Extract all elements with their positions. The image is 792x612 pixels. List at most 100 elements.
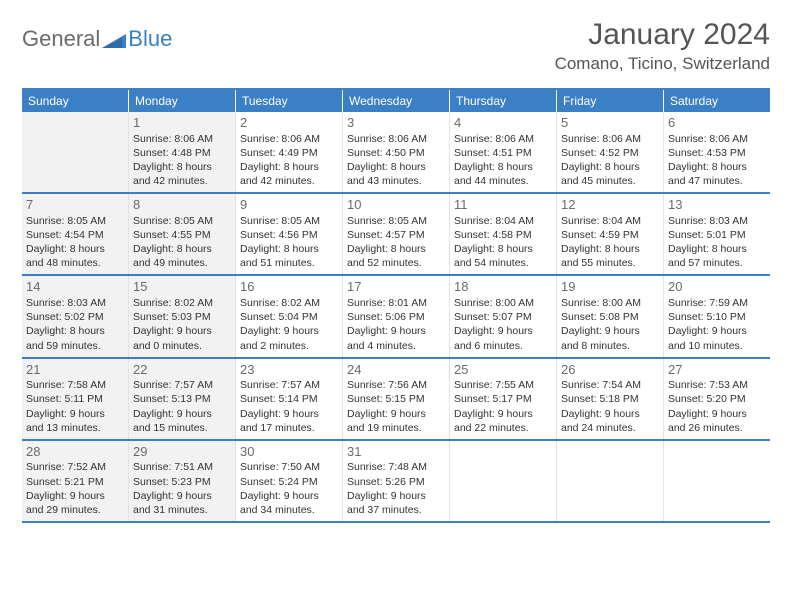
day-daylight1: Daylight: 9 hours: [26, 489, 124, 503]
day-sunrise: Sunrise: 8:04 AM: [454, 214, 552, 228]
day-daylight1: Daylight: 8 hours: [454, 242, 552, 256]
day-sunset: Sunset: 5:11 PM: [26, 392, 124, 406]
day-cell: 24Sunrise: 7:56 AMSunset: 5:15 PMDayligh…: [343, 359, 450, 439]
day-sunrise: Sunrise: 8:06 AM: [347, 132, 445, 146]
day-sunrise: Sunrise: 7:58 AM: [26, 378, 124, 392]
day-daylight1: Daylight: 9 hours: [347, 407, 445, 421]
day-number: 20: [668, 278, 766, 296]
day-sunset: Sunset: 4:48 PM: [133, 146, 231, 160]
day-cell: 4Sunrise: 8:06 AMSunset: 4:51 PMDaylight…: [450, 112, 557, 192]
logo-word2: Blue: [128, 26, 172, 52]
day-daylight1: Daylight: 9 hours: [561, 407, 659, 421]
day-number: 17: [347, 278, 445, 296]
month-title: January 2024: [555, 18, 770, 52]
day-number: 8: [133, 196, 231, 214]
day-cell: 22Sunrise: 7:57 AMSunset: 5:13 PMDayligh…: [129, 359, 236, 439]
calendar-page: General Blue January 2024 Comano, Ticino…: [0, 0, 792, 533]
day-sunset: Sunset: 4:52 PM: [561, 146, 659, 160]
day-daylight1: Daylight: 9 hours: [347, 489, 445, 503]
day-number: 14: [26, 278, 124, 296]
day-sunrise: Sunrise: 7:52 AM: [26, 460, 124, 474]
day-cell: [22, 112, 129, 192]
day-cell: 21Sunrise: 7:58 AMSunset: 5:11 PMDayligh…: [22, 359, 129, 439]
week-row: 14Sunrise: 8:03 AMSunset: 5:02 PMDayligh…: [22, 276, 770, 358]
weekday-header: Thursday: [450, 90, 557, 112]
day-sunrise: Sunrise: 8:00 AM: [454, 296, 552, 310]
day-daylight2: and 51 minutes.: [240, 256, 338, 270]
day-sunset: Sunset: 5:07 PM: [454, 310, 552, 324]
day-number: 13: [668, 196, 766, 214]
calendar-grid: SundayMondayTuesdayWednesdayThursdayFrid…: [22, 88, 770, 523]
day-daylight2: and 26 minutes.: [668, 421, 766, 435]
day-sunrise: Sunrise: 8:00 AM: [561, 296, 659, 310]
day-sunset: Sunset: 4:55 PM: [133, 228, 231, 242]
day-sunrise: Sunrise: 7:56 AM: [347, 378, 445, 392]
day-number: 18: [454, 278, 552, 296]
day-cell: [664, 441, 770, 521]
day-sunrise: Sunrise: 7:50 AM: [240, 460, 338, 474]
day-daylight1: Daylight: 9 hours: [347, 324, 445, 338]
day-daylight1: Daylight: 9 hours: [668, 407, 766, 421]
day-daylight2: and 29 minutes.: [26, 503, 124, 517]
day-number: 30: [240, 443, 338, 461]
day-daylight1: Daylight: 8 hours: [26, 324, 124, 338]
day-number: 29: [133, 443, 231, 461]
day-daylight2: and 4 minutes.: [347, 339, 445, 353]
day-sunrise: Sunrise: 7:48 AM: [347, 460, 445, 474]
day-cell: 6Sunrise: 8:06 AMSunset: 4:53 PMDaylight…: [664, 112, 770, 192]
day-sunrise: Sunrise: 8:02 AM: [240, 296, 338, 310]
day-sunrise: Sunrise: 8:02 AM: [133, 296, 231, 310]
day-daylight2: and 52 minutes.: [347, 256, 445, 270]
day-daylight1: Daylight: 8 hours: [240, 160, 338, 174]
day-daylight2: and 22 minutes.: [454, 421, 552, 435]
day-number: 28: [26, 443, 124, 461]
day-number: 16: [240, 278, 338, 296]
day-daylight2: and 34 minutes.: [240, 503, 338, 517]
day-sunrise: Sunrise: 8:03 AM: [668, 214, 766, 228]
day-sunrise: Sunrise: 7:55 AM: [454, 378, 552, 392]
day-sunset: Sunset: 4:57 PM: [347, 228, 445, 242]
day-sunset: Sunset: 5:02 PM: [26, 310, 124, 324]
day-sunset: Sunset: 4:59 PM: [561, 228, 659, 242]
day-daylight1: Daylight: 9 hours: [133, 324, 231, 338]
day-sunrise: Sunrise: 7:53 AM: [668, 378, 766, 392]
day-cell: 13Sunrise: 8:03 AMSunset: 5:01 PMDayligh…: [664, 194, 770, 274]
logo: General Blue: [22, 18, 172, 52]
day-sunrise: Sunrise: 8:05 AM: [133, 214, 231, 228]
day-daylight1: Daylight: 8 hours: [133, 242, 231, 256]
day-number: 1: [133, 114, 231, 132]
weekday-header: Sunday: [22, 90, 129, 112]
day-cell: 26Sunrise: 7:54 AMSunset: 5:18 PMDayligh…: [557, 359, 664, 439]
week-row: 21Sunrise: 7:58 AMSunset: 5:11 PM Dayligh…: [22, 359, 770, 441]
day-number: 7: [26, 196, 124, 214]
day-daylight2: and 48 minutes.: [26, 256, 124, 270]
day-cell: 1Sunrise: 8:06 AMSunset: 4:48 PMDaylight…: [129, 112, 236, 192]
day-daylight2: and 0 minutes.: [133, 339, 231, 353]
day-cell: 30Sunrise: 7:50 AMSunset: 5:24 PMDayligh…: [236, 441, 343, 521]
day-number: 6: [668, 114, 766, 132]
day-sunrise: Sunrise: 8:05 AM: [240, 214, 338, 228]
day-sunset: Sunset: 5:01 PM: [668, 228, 766, 242]
day-daylight2: and 54 minutes.: [454, 256, 552, 270]
day-sunset: Sunset: 4:56 PM: [240, 228, 338, 242]
day-daylight2: and 45 minutes.: [561, 174, 659, 188]
day-number: 21: [26, 361, 124, 379]
day-daylight2: and 55 minutes.: [561, 256, 659, 270]
day-daylight1: Daylight: 9 hours: [133, 407, 231, 421]
day-sunset: Sunset: 4:54 PM: [26, 228, 124, 242]
day-daylight1: Daylight: 8 hours: [133, 160, 231, 174]
day-sunset: Sunset: 4:53 PM: [668, 146, 766, 160]
day-daylight1: Daylight: 8 hours: [668, 242, 766, 256]
day-sunrise: Sunrise: 7:57 AM: [133, 378, 231, 392]
day-sunset: Sunset: 4:50 PM: [347, 146, 445, 160]
day-cell: 12Sunrise: 8:04 AMSunset: 4:59 PMDayligh…: [557, 194, 664, 274]
day-daylight2: and 42 minutes.: [240, 174, 338, 188]
day-number: 23: [240, 361, 338, 379]
page-header: General Blue January 2024 Comano, Ticino…: [22, 18, 770, 74]
day-sunset: Sunset: 5:23 PM: [133, 475, 231, 489]
day-daylight1: Daylight: 9 hours: [454, 324, 552, 338]
day-daylight2: and 2 minutes.: [240, 339, 338, 353]
day-cell: 19Sunrise: 8:00 AMSunset: 5:08 PMDayligh…: [557, 276, 664, 356]
day-daylight1: Daylight: 9 hours: [133, 489, 231, 503]
day-sunset: Sunset: 5:06 PM: [347, 310, 445, 324]
